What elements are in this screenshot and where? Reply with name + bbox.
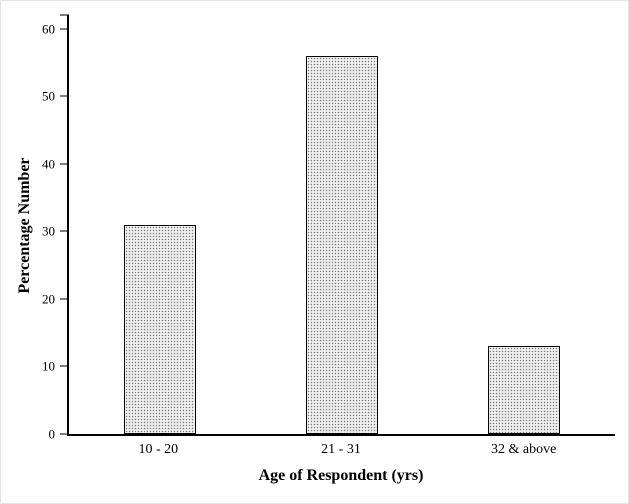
bar-21---31 — [306, 55, 378, 434]
y-tick-label: 60 — [42, 21, 55, 37]
y-tick-label: 50 — [42, 88, 55, 104]
bar-32-&-above — [488, 346, 560, 434]
x-tick-label: 10 - 20 — [138, 442, 179, 457]
y-tick-label: 30 — [42, 223, 55, 239]
y-tick-label: 20 — [42, 291, 55, 307]
bar-slot — [433, 15, 615, 434]
y-axis-title: Percentage Number — [16, 157, 33, 294]
y-tick-mark — [60, 230, 69, 232]
bars-row — [69, 15, 615, 434]
x-tick-label: 21 - 31 — [321, 442, 361, 457]
y-tick-label: 0 — [48, 426, 56, 442]
bar-10---20 — [124, 224, 196, 434]
plot-area: 0 10 20 30 40 50 60 — [42, 14, 615, 441]
y-tick-mark — [60, 433, 69, 435]
y-tick-label: 10 — [42, 358, 55, 374]
x-tick-label: 32 & above — [491, 442, 557, 457]
y-axis-end-tick — [60, 14, 69, 16]
y-tick-mark — [60, 298, 69, 300]
bar-slot — [251, 15, 433, 434]
y-tick-mark — [60, 163, 69, 165]
y-tick-mark — [60, 365, 69, 367]
y-tick-mark — [60, 95, 69, 97]
bar-slot — [69, 15, 251, 434]
x-axis-title: Age of Respondent (yrs) — [258, 467, 424, 484]
y-tick-mark — [60, 28, 69, 30]
x-tick-labels: 10 - 20 21 - 31 32 & above — [67, 442, 615, 458]
y-tick-label: 40 — [42, 156, 55, 172]
